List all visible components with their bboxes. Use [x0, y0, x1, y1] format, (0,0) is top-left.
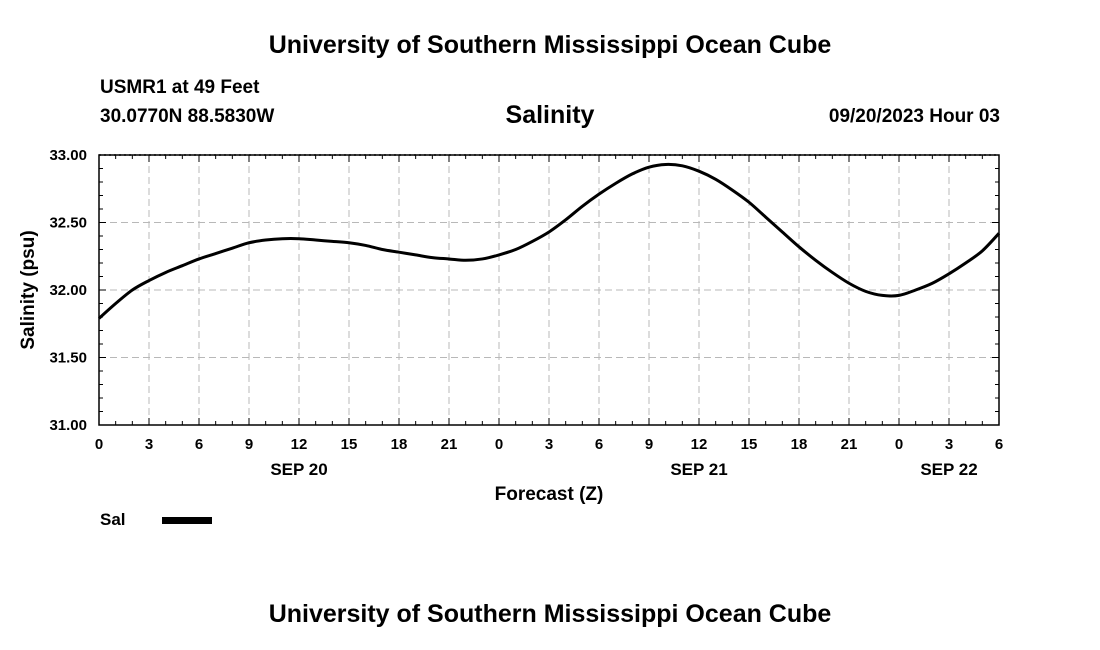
y-tick-label: 31.00	[49, 417, 87, 434]
x-tick-label: 12	[291, 436, 308, 453]
x-tick-label: 21	[841, 436, 858, 453]
series-line-sal	[98, 162, 1001, 320]
x-tick-label: 0	[895, 436, 903, 453]
main-title: University of Southern Mississippi Ocean…	[268, 31, 832, 59]
chart-series	[98, 162, 1001, 320]
y-tick-label: 32.00	[49, 282, 87, 299]
chart-title: Salinity	[505, 101, 595, 129]
chart-grid	[99, 155, 999, 425]
x-tick-label: 18	[791, 436, 808, 453]
x-tick-label: 0	[495, 436, 503, 453]
x-tick-label: 0	[95, 436, 103, 453]
x-tick-label: 3	[545, 436, 553, 453]
x-tick-label: 6	[595, 436, 603, 453]
date-label: SEP 21	[670, 460, 727, 479]
x-tick-label: 3	[945, 436, 953, 453]
x-tick-label: 18	[391, 436, 408, 453]
x-tick-label: 12	[691, 436, 708, 453]
x-tick-label: 21	[441, 436, 458, 453]
chart-labels: 0 3 6 9 12 15 18 21 0 3 6 9 12 15 18 21 0 3 6 31.00 31.50 32.…	[49, 147, 1003, 479]
coordinates-label: 30.0770N 88.5830W	[100, 106, 275, 127]
legend-label: Sal	[100, 510, 126, 529]
date-label: SEP 22	[920, 460, 977, 479]
x-tick-label: 9	[245, 436, 253, 453]
x-tick-label: 9	[645, 436, 653, 453]
y-tick-label: 31.50	[49, 350, 87, 367]
x-tick-label: 3	[145, 436, 153, 453]
y-tick-label: 32.50	[49, 215, 87, 232]
date-label: SEP 20	[270, 460, 327, 479]
x-tick-label: 15	[741, 436, 758, 453]
y-tick-label: 33.00	[49, 147, 87, 164]
plot-frame	[98, 154, 1000, 426]
station-label: USMR1 at 49 Feet	[100, 77, 260, 98]
x-axis-label: Forecast (Z)	[495, 484, 604, 505]
footer-title: University of Southern Mississippi Ocean…	[268, 600, 832, 628]
x-tick-label: 6	[995, 436, 1003, 453]
y-axis-label: Salinity (psu)	[18, 230, 39, 349]
x-tick-label: 15	[341, 436, 358, 453]
x-tick-label: 6	[195, 436, 203, 453]
legend-swatch	[162, 517, 212, 524]
datetime-label: 09/20/2023 Hour 03	[828, 106, 1000, 127]
